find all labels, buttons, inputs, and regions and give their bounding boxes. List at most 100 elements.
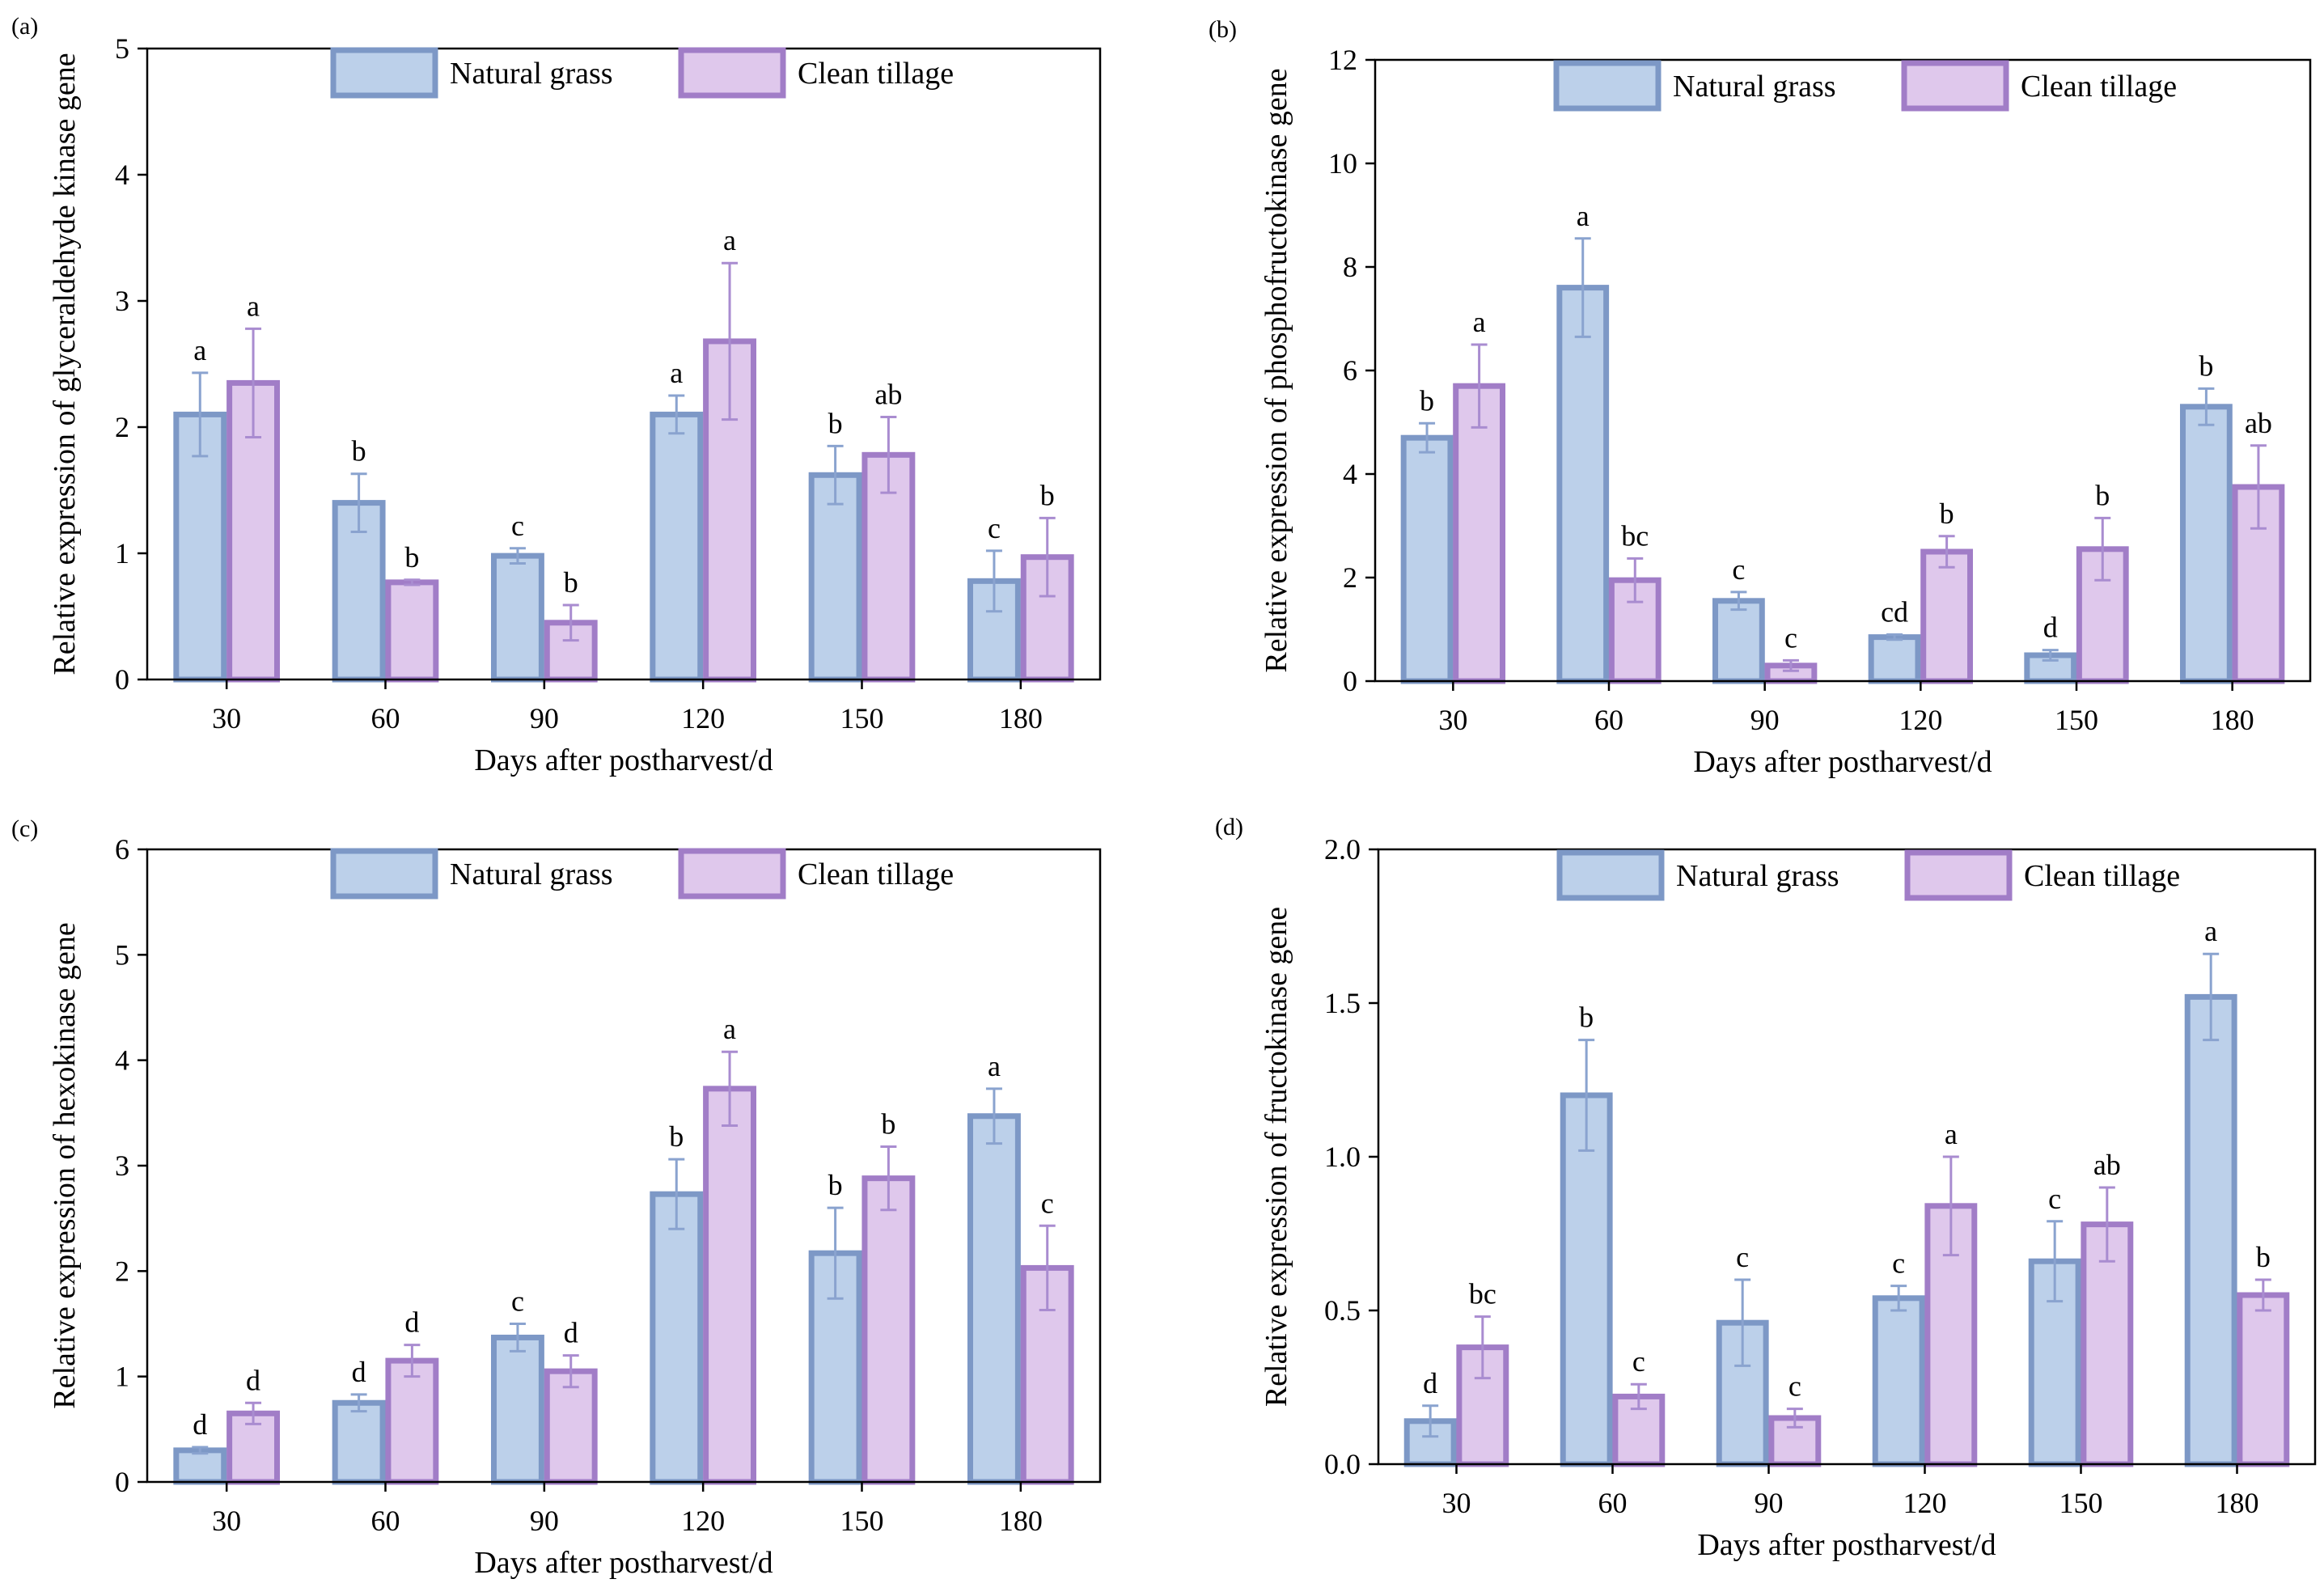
- significance-letter-clean-tillage-30: a: [247, 290, 260, 322]
- x-axis-title: Days after postharvest/d: [1697, 1528, 1996, 1562]
- significance-letter-natural-grass-90: c: [1736, 1241, 1749, 1273]
- y-tick-label: 0.0: [1324, 1448, 1361, 1480]
- significance-letter-natural-grass-30: a: [193, 334, 206, 366]
- legend-swatch-natural-grass: [1556, 849, 1665, 901]
- y-axis-title: Relative expression of phosphofructokina…: [1259, 68, 1293, 672]
- x-tick-label: 60: [1598, 1487, 1628, 1519]
- x-tick-label: 60: [1594, 704, 1623, 736]
- significance-letter-clean-tillage-180: b: [2256, 1241, 2271, 1273]
- x-axis-title: Days after postharvest/d: [474, 743, 773, 777]
- significance-letter-clean-tillage-90: d: [564, 1317, 578, 1349]
- bar-natural-grass-120: [650, 411, 704, 683]
- error-bar-natural-grass-120: [668, 394, 685, 435]
- bar-clean-tillage-180: [2237, 1292, 2290, 1467]
- error-bar-clean-tillage-150: [2094, 516, 2111, 582]
- error-bar-clean-tillage-30: [1474, 1315, 1491, 1380]
- x-tick-label: 150: [840, 1505, 884, 1537]
- error-bar-natural-grass-180: [985, 1087, 1002, 1145]
- error-bar-clean-tillage-150: [2098, 1186, 2115, 1263]
- significance-letter-natural-grass-120: a: [670, 357, 683, 389]
- chart-panel-c: (c) d d c b b a d d d a b c 0 1 2 3 4 5 6 30 60 90 120 150 180 Day…: [11, 815, 1102, 1580]
- significance-letter-clean-tillage-30: d: [246, 1364, 260, 1396]
- bar-clean-tillage-30: [1456, 1344, 1509, 1467]
- error-bar-clean-tillage-60: [404, 578, 421, 586]
- error-bar-clean-tillage-150: [880, 416, 897, 494]
- bar-clean-tillage-90: [544, 1368, 598, 1485]
- x-tick-label: 30: [212, 702, 241, 734]
- significance-letter-clean-tillage-120: b: [1940, 497, 1954, 530]
- bar-natural-grass-30: [1400, 434, 1454, 684]
- y-tick-label: 12: [1328, 44, 1357, 76]
- y-tick-label: 0: [1343, 665, 1357, 697]
- bar-natural-grass-180: [2179, 404, 2233, 684]
- significance-letter-clean-tillage-120: a: [723, 224, 736, 256]
- x-tick-label: 180: [2216, 1487, 2259, 1519]
- x-tick-label: 180: [2211, 704, 2254, 736]
- bar-clean-tillage-120: [1920, 548, 1974, 684]
- x-tick-label: 150: [2059, 1487, 2103, 1519]
- error-bar-natural-grass-30: [192, 371, 209, 458]
- y-tick-label: 1.5: [1324, 987, 1361, 1019]
- error-bar-clean-tillage-120: [722, 261, 739, 421]
- y-tick-label: 6: [115, 833, 129, 866]
- x-tick-label: 30: [1442, 1487, 1471, 1519]
- error-bar-clean-tillage-120: [1938, 535, 1955, 569]
- plot-frame: [146, 47, 1102, 681]
- error-bar-natural-grass-180: [2198, 387, 2215, 426]
- significance-letter-clean-tillage-90: b: [564, 566, 578, 599]
- bar-natural-grass-150: [808, 472, 862, 683]
- error-bar-natural-grass-60: [350, 472, 367, 533]
- legend-label-clean-tillage: Clean tillage: [798, 857, 954, 891]
- x-tick-label: 150: [2055, 704, 2098, 736]
- error-bar-natural-grass-120: [1886, 633, 1903, 641]
- x-tick-label: 60: [371, 702, 400, 734]
- y-tick-label: 0: [115, 1466, 129, 1498]
- error-bar-clean-tillage-60: [1630, 1382, 1647, 1411]
- error-bar-clean-tillage-180: [1039, 516, 1056, 598]
- y-tick-label: 3: [115, 285, 129, 317]
- significance-letter-clean-tillage-90: c: [1784, 621, 1797, 654]
- error-bar-clean-tillage-90: [1782, 658, 1799, 672]
- significance-letter-clean-tillage-30: bc: [1469, 1278, 1496, 1310]
- bar-clean-tillage-120: [703, 1086, 757, 1485]
- significance-letter-natural-grass-30: d: [1423, 1367, 1437, 1399]
- significance-letter-natural-grass-180: a: [2204, 915, 2217, 947]
- plot-frame: [146, 848, 1102, 1484]
- error-bar-clean-tillage-120: [1942, 1155, 1959, 1257]
- error-bar-clean-tillage-60: [1627, 557, 1644, 603]
- x-tick-label: 120: [681, 702, 725, 734]
- error-bar-clean-tillage-180: [1039, 1224, 1056, 1312]
- y-tick-label: 1: [115, 1361, 129, 1393]
- y-tick-label: 5: [115, 938, 129, 971]
- bar-clean-tillage-60: [385, 579, 439, 683]
- significance-letter-clean-tillage-180: ab: [2245, 407, 2272, 439]
- legend-swatch-natural-grass: [330, 47, 438, 99]
- error-bar-natural-grass-120: [668, 1158, 685, 1230]
- error-bar-natural-grass-150: [827, 444, 844, 506]
- significance-letter-clean-tillage-60: bc: [1621, 519, 1649, 552]
- significance-letter-natural-grass-150: b: [828, 407, 843, 439]
- x-tick-label: 90: [530, 1505, 559, 1537]
- legend-label-natural-grass: Natural grass: [450, 857, 613, 891]
- error-bar-clean-tillage-30: [1471, 343, 1488, 429]
- significance-letter-clean-tillage-30: a: [1473, 306, 1486, 338]
- plot-frame: [1374, 58, 2312, 683]
- error-bar-clean-tillage-30: [245, 1401, 262, 1425]
- error-bar-natural-grass-180: [985, 549, 1002, 613]
- bar-clean-tillage-30: [1453, 383, 1506, 684]
- legend-label-clean-tillage: Clean tillage: [2024, 859, 2180, 893]
- y-tick-label: 6: [1343, 354, 1357, 387]
- significance-letter-clean-tillage-150: ab: [874, 379, 902, 411]
- significance-letter-natural-grass-60: a: [1577, 200, 1590, 232]
- x-tick-label: 180: [999, 702, 1043, 734]
- bar-natural-grass-60: [332, 1399, 386, 1485]
- bar-clean-tillage-60: [385, 1357, 439, 1485]
- legend-label-clean-tillage: Clean tillage: [2021, 70, 2177, 104]
- significance-letter-clean-tillage-150: ab: [2093, 1149, 2121, 1181]
- x-tick-label: 30: [212, 1505, 241, 1537]
- significance-letter-clean-tillage-120: a: [1945, 1118, 1958, 1150]
- error-bar-natural-grass-150: [2047, 1220, 2064, 1303]
- significance-letter-natural-grass-60: d: [352, 1356, 366, 1388]
